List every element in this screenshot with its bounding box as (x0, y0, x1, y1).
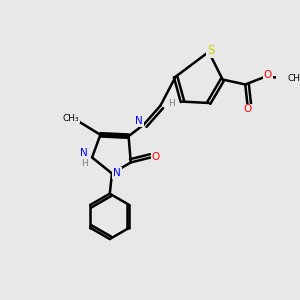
Text: CH₃: CH₃ (287, 74, 300, 82)
Text: S: S (207, 44, 215, 57)
Text: N: N (80, 148, 88, 158)
Text: O: O (264, 70, 272, 80)
Text: O: O (152, 152, 160, 163)
Text: O: O (243, 104, 252, 114)
Text: CH₃: CH₃ (62, 114, 79, 123)
Text: N: N (135, 116, 143, 126)
Text: H: H (169, 99, 176, 108)
Text: H: H (81, 159, 88, 168)
Text: N: N (113, 168, 121, 178)
